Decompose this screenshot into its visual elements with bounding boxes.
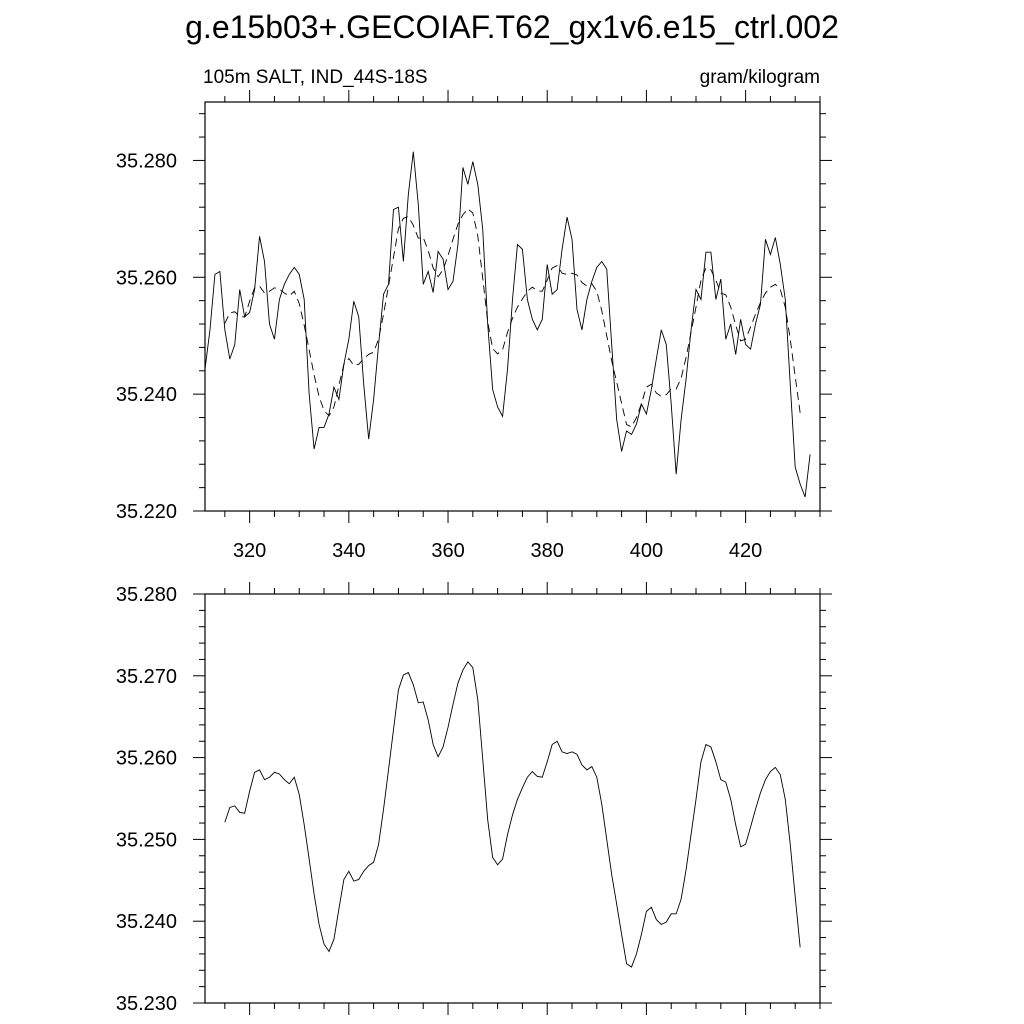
- x-tick-label: 400: [630, 540, 663, 562]
- y-tick-label: 35.240: [116, 911, 177, 933]
- smoothed-line: [224, 208, 801, 428]
- x-tick-label: 420: [729, 540, 762, 562]
- data-line: [224, 661, 801, 968]
- y-tick-label: 35.260: [116, 748, 177, 770]
- y-tick-label: 35.280: [116, 150, 177, 172]
- subtitle: 105m SALT, IND_44S-18S: [203, 67, 428, 88]
- y-tick-label: 35.260: [116, 267, 177, 289]
- y-tick-label: 35.270: [116, 666, 177, 688]
- plot-frame: [204, 593, 821, 1004]
- chart-title: g.e15b03+.GECOIAF.T62_gx1v6.e15_ctrl.002: [185, 9, 839, 45]
- y-tick-label: 35.240: [116, 384, 177, 406]
- x-tick-label: 320: [233, 540, 266, 562]
- x-tick-label: 340: [332, 540, 365, 562]
- x-tick-label: 380: [531, 540, 564, 562]
- y-tick-label: 35.220: [116, 501, 177, 523]
- plot-frame: [204, 101, 821, 512]
- data-line: [204, 151, 811, 498]
- y-tick-label: 35.280: [116, 584, 177, 606]
- x-tick-label: 360: [431, 540, 464, 562]
- units-label: gram/kilogram: [700, 67, 820, 88]
- y-tick-label: 35.230: [116, 993, 177, 1015]
- y-tick-label: 35.250: [116, 829, 177, 851]
